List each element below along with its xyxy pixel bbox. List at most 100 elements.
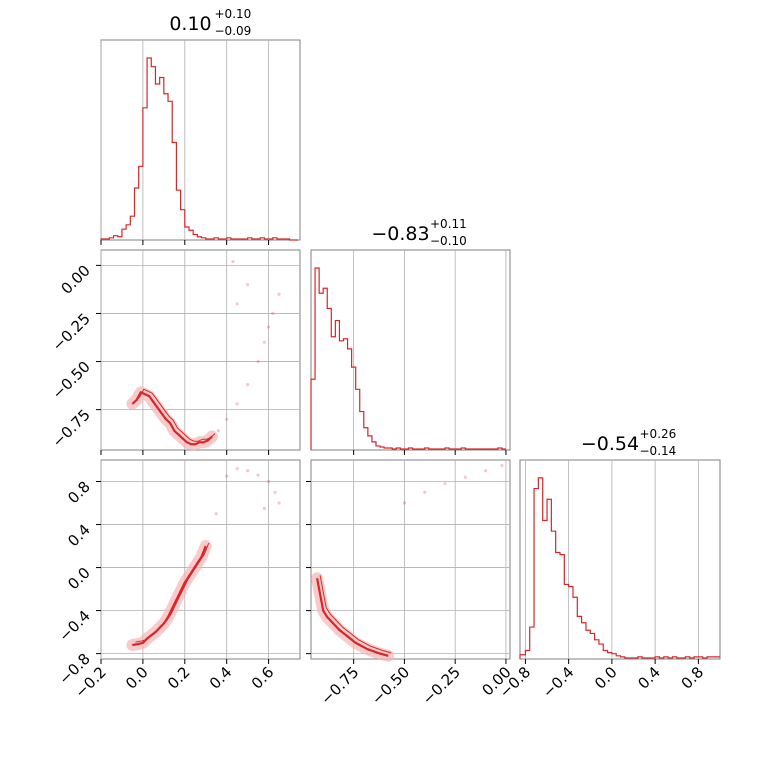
hist-line-diag-2 bbox=[519, 477, 720, 659]
hist-bin-diag-1-13 bbox=[364, 428, 368, 450]
x-label-c1-1: −0.50 bbox=[368, 663, 413, 708]
contour-line-2d-2-1 bbox=[316, 578, 389, 657]
hist-bin-diag-2-0 bbox=[520, 655, 525, 659]
hist-bin-diag-1-16 bbox=[376, 446, 380, 450]
hist-bin-diag-0-18 bbox=[176, 190, 180, 240]
hist-bin-diag-1-15 bbox=[372, 442, 376, 450]
hist-bin-diag-1-10 bbox=[352, 367, 356, 450]
contour-outer-2d-2-0 bbox=[135, 542, 210, 643]
scatter-point-2d-1-0-24 bbox=[256, 359, 260, 364]
y-label-r2-3: −0.4 bbox=[55, 607, 93, 645]
hist-bin-diag-0-19 bbox=[181, 210, 185, 240]
scatter-point-2d-1-0-23 bbox=[246, 383, 250, 387]
hist-bin-diag-1-4 bbox=[327, 308, 331, 450]
hist-bin-diag-2-9 bbox=[560, 555, 564, 659]
hist-bin-diag-0-11 bbox=[147, 58, 151, 240]
hist-bin-diag-2-2 bbox=[530, 627, 534, 659]
title-minus-diag-1: −0.10 bbox=[430, 234, 467, 248]
scatter-point-2d-1-0-25 bbox=[262, 340, 266, 344]
hist-bin-diag-2-4 bbox=[538, 478, 542, 659]
hist-bin-diag-1-1 bbox=[315, 268, 319, 450]
hist-line-diag-1 bbox=[310, 267, 506, 450]
title-plus-diag-1: +0.11 bbox=[430, 217, 467, 231]
hist-bin-diag-1-7 bbox=[339, 341, 343, 450]
title-diag-1: −0.83 bbox=[371, 223, 429, 245]
contour-outer-2d-1-0 bbox=[135, 388, 216, 442]
scatter-point-2d-2-0-19 bbox=[225, 474, 229, 478]
scatter-point-2d-2-1-18 bbox=[402, 501, 407, 505]
hist-bin-diag-2-18 bbox=[599, 644, 603, 659]
x-label-c2-4: 0.8 bbox=[678, 663, 708, 693]
hist-bin-diag-1-6 bbox=[335, 321, 339, 450]
hist-bin-diag-1-5 bbox=[331, 337, 335, 450]
hist-bin-diag-0-17 bbox=[172, 143, 176, 241]
x-label-c0-3: 0.4 bbox=[206, 663, 236, 693]
hist-bin-diag-0-16 bbox=[168, 101, 172, 240]
hist-bin-diag-0-7 bbox=[130, 216, 134, 240]
hist-bin-diag-2-15 bbox=[586, 630, 590, 659]
hist-bin-diag-2-19 bbox=[603, 650, 607, 659]
y-label-r2-2: 0.0 bbox=[64, 564, 94, 594]
hist-bin-diag-2-8 bbox=[556, 552, 560, 659]
scatter-point-2d-1-0-22 bbox=[235, 402, 239, 406]
title-median-diag-2: −0.54 bbox=[581, 433, 639, 455]
scatter-point-2d-1-0-21 bbox=[225, 417, 229, 421]
title-diag-2: −0.54 bbox=[581, 433, 639, 455]
x-label-c0-4: 0.6 bbox=[248, 663, 278, 693]
scatter-point-2d-1-0-29 bbox=[246, 283, 250, 287]
hist-bin-diag-0-22 bbox=[193, 235, 197, 240]
y-label-r2-1: 0.4 bbox=[64, 521, 94, 551]
y-label-r2-0: 0.8 bbox=[64, 478, 94, 508]
hist-bin-diag-0-12 bbox=[151, 67, 155, 240]
hist-bin-diag-2-21 bbox=[612, 654, 616, 659]
scatter-point-2d-1-0-27 bbox=[271, 311, 275, 316]
scatter-point-2d-2-1-20 bbox=[443, 482, 447, 486]
hist-bin-diag-0-20 bbox=[185, 227, 189, 240]
hist-bin-diag-1-14 bbox=[368, 436, 372, 450]
hist-bin-diag-2-14 bbox=[582, 623, 586, 659]
scatter-point-2d-1-0-30 bbox=[235, 302, 239, 306]
scatter-point-2d-2-0-25 bbox=[277, 501, 281, 505]
hist-bin-diag-2-10 bbox=[564, 584, 568, 659]
title-median-diag-1: −0.83 bbox=[371, 223, 429, 245]
scatter-point-2d-2-0-18 bbox=[214, 512, 218, 516]
panel-frame-2d-2-1 bbox=[310, 459, 511, 660]
scatter-point-2d-1-0-26 bbox=[266, 325, 271, 329]
hist-bin-diag-2-6 bbox=[547, 499, 551, 659]
scatter-point-2d-1-0-28 bbox=[277, 292, 281, 296]
hist-bin-diag-2-17 bbox=[595, 640, 599, 659]
x-label-c2-2: 0.0 bbox=[591, 663, 621, 693]
scatter-point-2d-2-1-23 bbox=[500, 463, 504, 467]
y-label-r1-3: −0.75 bbox=[49, 406, 94, 451]
hist-bin-diag-2-7 bbox=[551, 531, 555, 659]
scatter-point-2d-1-0-31 bbox=[231, 259, 235, 264]
title-diag-0: 0.10 bbox=[169, 13, 211, 35]
hist-line-diag-0 bbox=[100, 57, 298, 241]
x-label-c1-0: −0.75 bbox=[317, 663, 362, 708]
scatter-point-2d-2-1-22 bbox=[484, 469, 488, 473]
hist-bin-diag-0-6 bbox=[126, 225, 130, 240]
hist-bin-diag-2-16 bbox=[590, 633, 594, 659]
hist-bin-diag-2-11 bbox=[569, 587, 573, 659]
scatter-point-2d-2-0-22 bbox=[256, 473, 260, 477]
x-label-c2-3: 0.4 bbox=[634, 663, 664, 693]
hist-bin-diag-2-5 bbox=[543, 521, 547, 659]
scatter-point-2d-2-0-24 bbox=[273, 490, 277, 494]
hist-bin-diag-0-10 bbox=[143, 108, 147, 240]
scatter-point-2d-2-1-19 bbox=[423, 490, 427, 494]
hist-bin-diag-1-3 bbox=[323, 288, 327, 450]
title-minus-diag-2: −0.14 bbox=[640, 444, 677, 458]
y-label-r1-1: −0.25 bbox=[49, 310, 94, 355]
hist-bin-diag-1-9 bbox=[348, 349, 352, 450]
x-label-c0-2: 0.2 bbox=[164, 663, 194, 693]
x-label-c0-1: 0.0 bbox=[122, 663, 152, 693]
hist-bin-diag-0-8 bbox=[135, 188, 139, 240]
hist-bin-diag-1-8 bbox=[343, 339, 347, 450]
title-median-diag-0: 0.10 bbox=[169, 13, 211, 35]
title-minus-diag-0: −0.09 bbox=[215, 24, 252, 38]
scatter-point-2d-2-1-21 bbox=[463, 475, 467, 479]
scatter-point-2d-2-0-21 bbox=[246, 469, 250, 473]
title-plus-diag-2: +0.26 bbox=[640, 427, 677, 441]
x-label-c1-2: −0.25 bbox=[419, 663, 464, 708]
